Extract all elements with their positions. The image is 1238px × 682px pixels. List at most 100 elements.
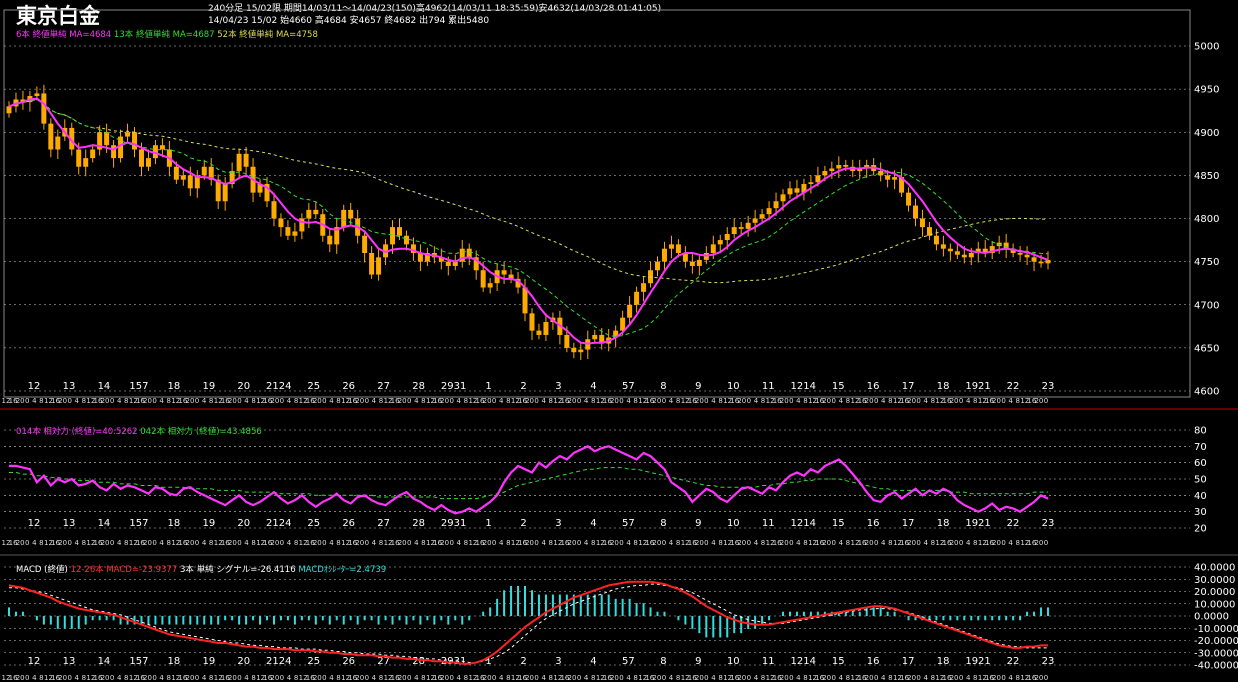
macd-tick-label: 40.0000 <box>1194 563 1235 574</box>
time-label: 4 <box>287 397 292 405</box>
time-label: 16 <box>1027 397 1036 405</box>
date-label: 22 <box>1007 381 1020 392</box>
time-label: 8 <box>82 539 86 547</box>
time-label: 4 <box>1008 674 1013 682</box>
time-label: 8 <box>591 539 595 547</box>
time-label: 4 <box>541 397 546 405</box>
time-label: 4 <box>117 674 122 682</box>
time-label: 4 <box>796 674 801 682</box>
candle-body <box>571 347 577 353</box>
time-label: 12 <box>638 674 647 682</box>
time-label: 16 <box>51 674 60 682</box>
macd-tick-label: -10.0000 <box>1194 624 1238 635</box>
time-label: 0 <box>1001 539 1005 547</box>
time-label: 12 <box>426 674 435 682</box>
time-label: 20 <box>355 674 364 682</box>
legend-osc: MACDｵｼﾚｰﾀｰ=2.4739 <box>298 565 387 575</box>
time-label: 12 <box>299 674 308 682</box>
date-label: 14 <box>98 656 111 667</box>
date-label: 12 <box>28 381 41 392</box>
date-label: 4 <box>590 656 596 667</box>
time-label: 16 <box>178 674 187 682</box>
candle-body <box>801 184 807 193</box>
time-label: 12 <box>808 539 817 547</box>
time-label: 20 <box>58 674 67 682</box>
time-label: 12 <box>214 397 223 405</box>
time-label: 0 <box>322 674 326 682</box>
time-label: 12 <box>766 539 775 547</box>
time-label: 16 <box>858 539 867 547</box>
time-label: 16 <box>391 397 400 405</box>
candle-body <box>613 330 619 338</box>
time-label: 20 <box>568 397 577 405</box>
candle-body <box>933 235 939 245</box>
candle-body <box>125 132 131 137</box>
time-label: 16 <box>136 397 145 405</box>
time-label: 16 <box>645 397 654 405</box>
date-label: 57 <box>622 381 635 392</box>
time-label: 12 <box>2 397 11 405</box>
date-label: 28 <box>412 518 425 529</box>
date-label: 16 <box>867 381 880 392</box>
candle-body <box>766 208 772 215</box>
candle-body <box>634 291 640 305</box>
candle-body <box>1031 257 1037 262</box>
candle-body <box>989 246 995 253</box>
candle-body <box>83 158 89 167</box>
time-label: 4 <box>117 539 122 547</box>
time-label: 0 <box>365 397 369 405</box>
time-label: 20 <box>822 397 831 405</box>
time-label: 20 <box>737 674 746 682</box>
candle-body <box>41 93 47 124</box>
time-label: 12 <box>256 674 265 682</box>
time-label: 0 <box>407 539 411 547</box>
time-label: 8 <box>166 674 170 682</box>
time-label: 8 <box>888 539 892 547</box>
date-label: 22 <box>1007 518 1020 529</box>
time-label: 0 <box>110 674 114 682</box>
time-label: 8 <box>718 674 722 682</box>
time-label: 16 <box>730 397 739 405</box>
time-label: 20 <box>525 674 534 682</box>
time-label: 12 <box>468 539 477 547</box>
date-label: 20 <box>237 381 250 392</box>
time-label: 20 <box>228 674 237 682</box>
time-label: 4 <box>839 539 844 547</box>
candle-body <box>717 240 723 245</box>
candle-body <box>878 171 884 176</box>
time-label: 8 <box>82 674 86 682</box>
time-label: 4 <box>159 674 164 682</box>
time-label: 12 <box>851 539 860 547</box>
time-label: 12 <box>256 539 265 547</box>
rsi14-line <box>9 445 1049 515</box>
time-label: 8 <box>1015 397 1019 405</box>
time-label: 16 <box>306 674 315 682</box>
time-label: 4 <box>244 539 249 547</box>
time-label: 8 <box>931 397 935 405</box>
date-label: 28 <box>412 656 425 667</box>
time-label: 20 <box>525 397 534 405</box>
time-label: 4 <box>202 674 207 682</box>
time-label: 12 <box>681 539 690 547</box>
time-label: 8 <box>676 397 680 405</box>
time-label: 0 <box>195 539 199 547</box>
time-label: 16 <box>263 539 272 547</box>
time-label: 20 <box>907 674 916 682</box>
candle-body <box>738 227 744 229</box>
macd-tick-label: -40.0000 <box>1194 661 1238 672</box>
time-label: 16 <box>178 397 187 405</box>
date-label: 18 <box>167 518 180 529</box>
time-label: 0 <box>704 539 708 547</box>
candle-body <box>899 177 905 193</box>
candle-body <box>752 218 758 223</box>
candle-body <box>90 149 96 159</box>
time-label: 4 <box>711 674 716 682</box>
date-label: 1 <box>485 656 491 667</box>
time-label: 8 <box>1015 674 1019 682</box>
candle-body <box>780 194 786 202</box>
candle-body <box>424 253 430 262</box>
time-label: 12 <box>86 539 95 547</box>
time-label: 16 <box>94 539 103 547</box>
time-label: 4 <box>457 539 462 547</box>
